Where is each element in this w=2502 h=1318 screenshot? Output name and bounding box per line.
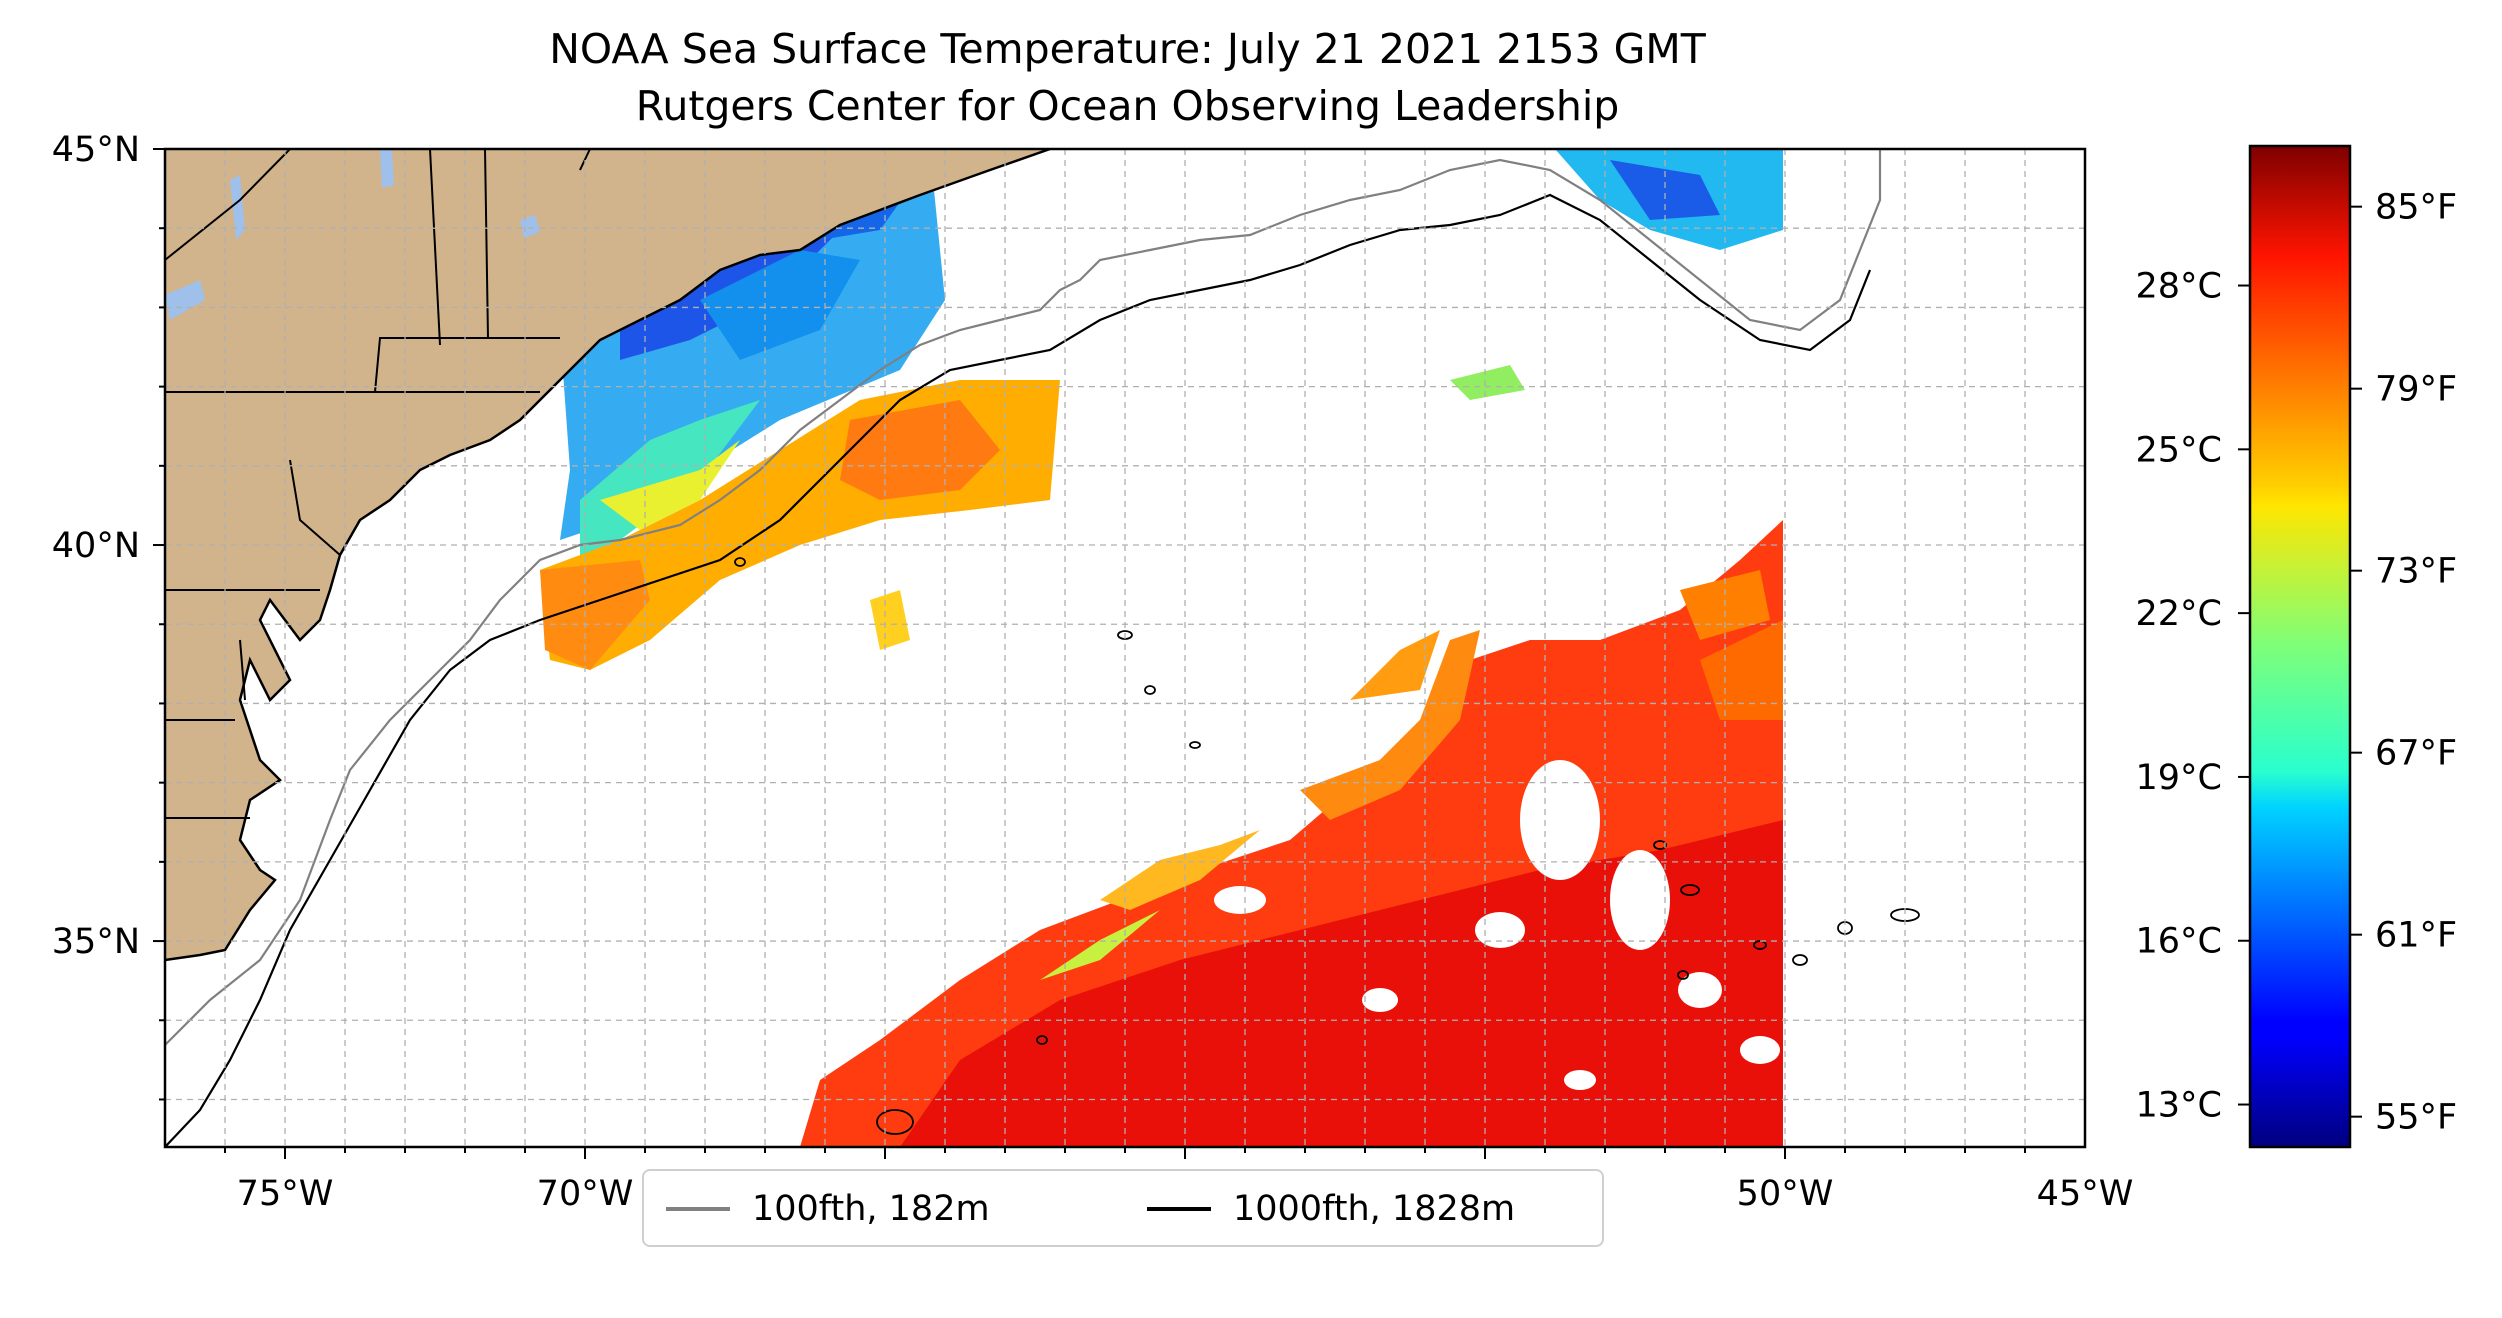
- celsius-tick-label: 13°C: [2136, 1086, 2222, 1126]
- chart-title: NOAA Sea Surface Temperature: July 21 20…: [549, 25, 1706, 73]
- state-borders: [165, 149, 591, 819]
- fahrenheit-tick-label: 61°F: [2375, 916, 2457, 956]
- fahrenheit-tick-label: 73°F: [2375, 552, 2457, 592]
- celsius-tick-label: 19°C: [2136, 758, 2222, 798]
- chart-subtitle: Rutgers Center for Ocean Observing Leade…: [635, 82, 1620, 130]
- cloud-gaps: [1214, 760, 1780, 1090]
- legend-item-1000fth: 1000fth, 1828m: [1147, 1185, 1515, 1233]
- legend: 100fth, 182m 1000fth, 1828m: [642, 1169, 1604, 1247]
- legend-label-100fth: 100fth, 182m: [752, 1189, 990, 1229]
- celsius-tick-label: 22°C: [2136, 594, 2222, 634]
- sst-swath-gulf-stream: [800, 520, 1861, 1147]
- lat-tick-label: 45°N: [52, 130, 140, 170]
- colorbar-fahrenheit-ticks: 55°F 61°F 67°F 73°F 79°F 85°F: [2350, 188, 2457, 1138]
- celsius-tick-label: 25°C: [2136, 430, 2222, 470]
- coastline: [165, 149, 1051, 962]
- map-content: [165, 149, 1920, 1147]
- land: [165, 149, 1050, 960]
- lat-tick-label: 40°N: [52, 526, 140, 566]
- colorbar-celsius-ticks: 13°C 16°C 19°C 22°C 25°C 28°C: [2136, 267, 2250, 1126]
- fahrenheit-tick-label: 67°F: [2375, 734, 2457, 774]
- celsius-tick-label: 16°C: [2136, 922, 2222, 962]
- sst-swath-shelf-warm: [540, 380, 1060, 670]
- gridlines: [165, 149, 2085, 1147]
- axis-ticks: [153, 148, 2026, 1159]
- legend-label-1000fth: 1000fth, 1828m: [1233, 1189, 1516, 1229]
- legend-item-100fth: 100fth, 182m: [666, 1185, 990, 1233]
- lat-labels: 35°N 40°N 45°N: [52, 130, 140, 962]
- lon-tick-label: 50°W: [1737, 1174, 1834, 1214]
- lon-tick-label: 45°W: [2037, 1174, 2134, 1214]
- lat-tick-label: 35°N: [52, 922, 140, 962]
- isobath-1000fth: [165, 193, 1872, 1147]
- isobath-100fth: [165, 149, 1882, 1046]
- colorbar: [2248, 144, 2352, 1149]
- seamount-contours: [734, 557, 1920, 1135]
- lon-tick-label: 70°W: [537, 1174, 634, 1214]
- fahrenheit-tick-label: 79°F: [2375, 370, 2457, 410]
- legend-swatch-100fth: [666, 1207, 730, 1211]
- lon-tick-label: 75°W: [237, 1174, 334, 1214]
- fahrenheit-tick-label: 55°F: [2375, 1098, 2457, 1138]
- legend-swatch-1000fth: [1147, 1207, 1211, 1211]
- celsius-tick-label: 28°C: [2136, 267, 2222, 307]
- fahrenheit-tick-label: 85°F: [2375, 188, 2457, 228]
